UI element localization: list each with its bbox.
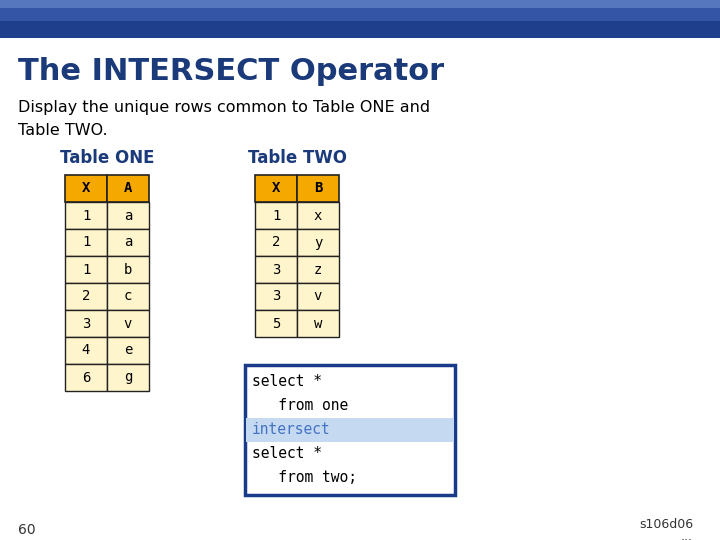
Bar: [65, 337, 107, 364]
Text: 1: 1: [82, 208, 90, 222]
Bar: [65, 283, 107, 310]
Bar: [245, 365, 455, 495]
Bar: [65, 310, 107, 337]
Text: 1: 1: [272, 208, 280, 222]
Text: select *: select *: [252, 447, 322, 462]
Text: Table TWO: Table TWO: [248, 149, 346, 167]
Text: select *: select *: [252, 375, 322, 389]
Text: from one: from one: [252, 399, 348, 414]
Text: ...: ...: [681, 530, 693, 540]
Text: b: b: [124, 262, 132, 276]
Text: w: w: [314, 316, 322, 330]
Bar: [246, 418, 454, 442]
Bar: [255, 229, 297, 256]
Text: 5: 5: [272, 316, 280, 330]
Bar: [107, 310, 149, 337]
Bar: [297, 175, 339, 202]
Bar: [107, 256, 149, 283]
Bar: [0, 0, 720, 38]
Text: 3: 3: [82, 316, 90, 330]
Text: X: X: [272, 181, 280, 195]
Text: 60: 60: [18, 523, 35, 537]
Bar: [65, 256, 107, 283]
Bar: [297, 229, 339, 256]
Text: e: e: [124, 343, 132, 357]
Text: The INTERSECT Operator: The INTERSECT Operator: [18, 57, 444, 86]
Text: a: a: [124, 235, 132, 249]
Text: A: A: [124, 181, 132, 195]
Text: 4: 4: [82, 343, 90, 357]
Text: g: g: [124, 370, 132, 384]
Text: X: X: [82, 181, 90, 195]
Bar: [107, 337, 149, 364]
Bar: [297, 256, 339, 283]
Text: y: y: [314, 235, 322, 249]
Text: s106d06: s106d06: [639, 517, 693, 530]
Bar: [0, 0, 720, 21]
Text: 2: 2: [82, 289, 90, 303]
Bar: [255, 310, 297, 337]
Bar: [255, 283, 297, 310]
Bar: [255, 256, 297, 283]
Bar: [255, 175, 297, 202]
Bar: [297, 310, 339, 337]
Bar: [107, 175, 149, 202]
Bar: [0, 0, 720, 8]
Bar: [65, 229, 107, 256]
Text: x: x: [314, 208, 322, 222]
Text: from two;: from two;: [252, 470, 357, 485]
Text: 3: 3: [272, 262, 280, 276]
Text: a: a: [124, 208, 132, 222]
Text: c: c: [124, 289, 132, 303]
Bar: [65, 202, 107, 229]
Text: 6: 6: [82, 370, 90, 384]
Bar: [107, 202, 149, 229]
Bar: [107, 283, 149, 310]
Bar: [255, 202, 297, 229]
Bar: [297, 202, 339, 229]
Text: 2: 2: [272, 235, 280, 249]
Bar: [65, 364, 107, 391]
Bar: [297, 283, 339, 310]
Text: B: B: [314, 181, 322, 195]
Text: Table ONE: Table ONE: [60, 149, 154, 167]
Text: intersect: intersect: [252, 422, 330, 437]
Text: 3: 3: [272, 289, 280, 303]
Text: Display the unique rows common to Table ONE and
Table TWO.: Display the unique rows common to Table …: [18, 100, 430, 138]
Text: v: v: [124, 316, 132, 330]
Bar: [65, 175, 107, 202]
Text: v: v: [314, 289, 322, 303]
Text: 1: 1: [82, 235, 90, 249]
Bar: [107, 229, 149, 256]
Text: z: z: [314, 262, 322, 276]
Text: 1: 1: [82, 262, 90, 276]
Bar: [107, 364, 149, 391]
